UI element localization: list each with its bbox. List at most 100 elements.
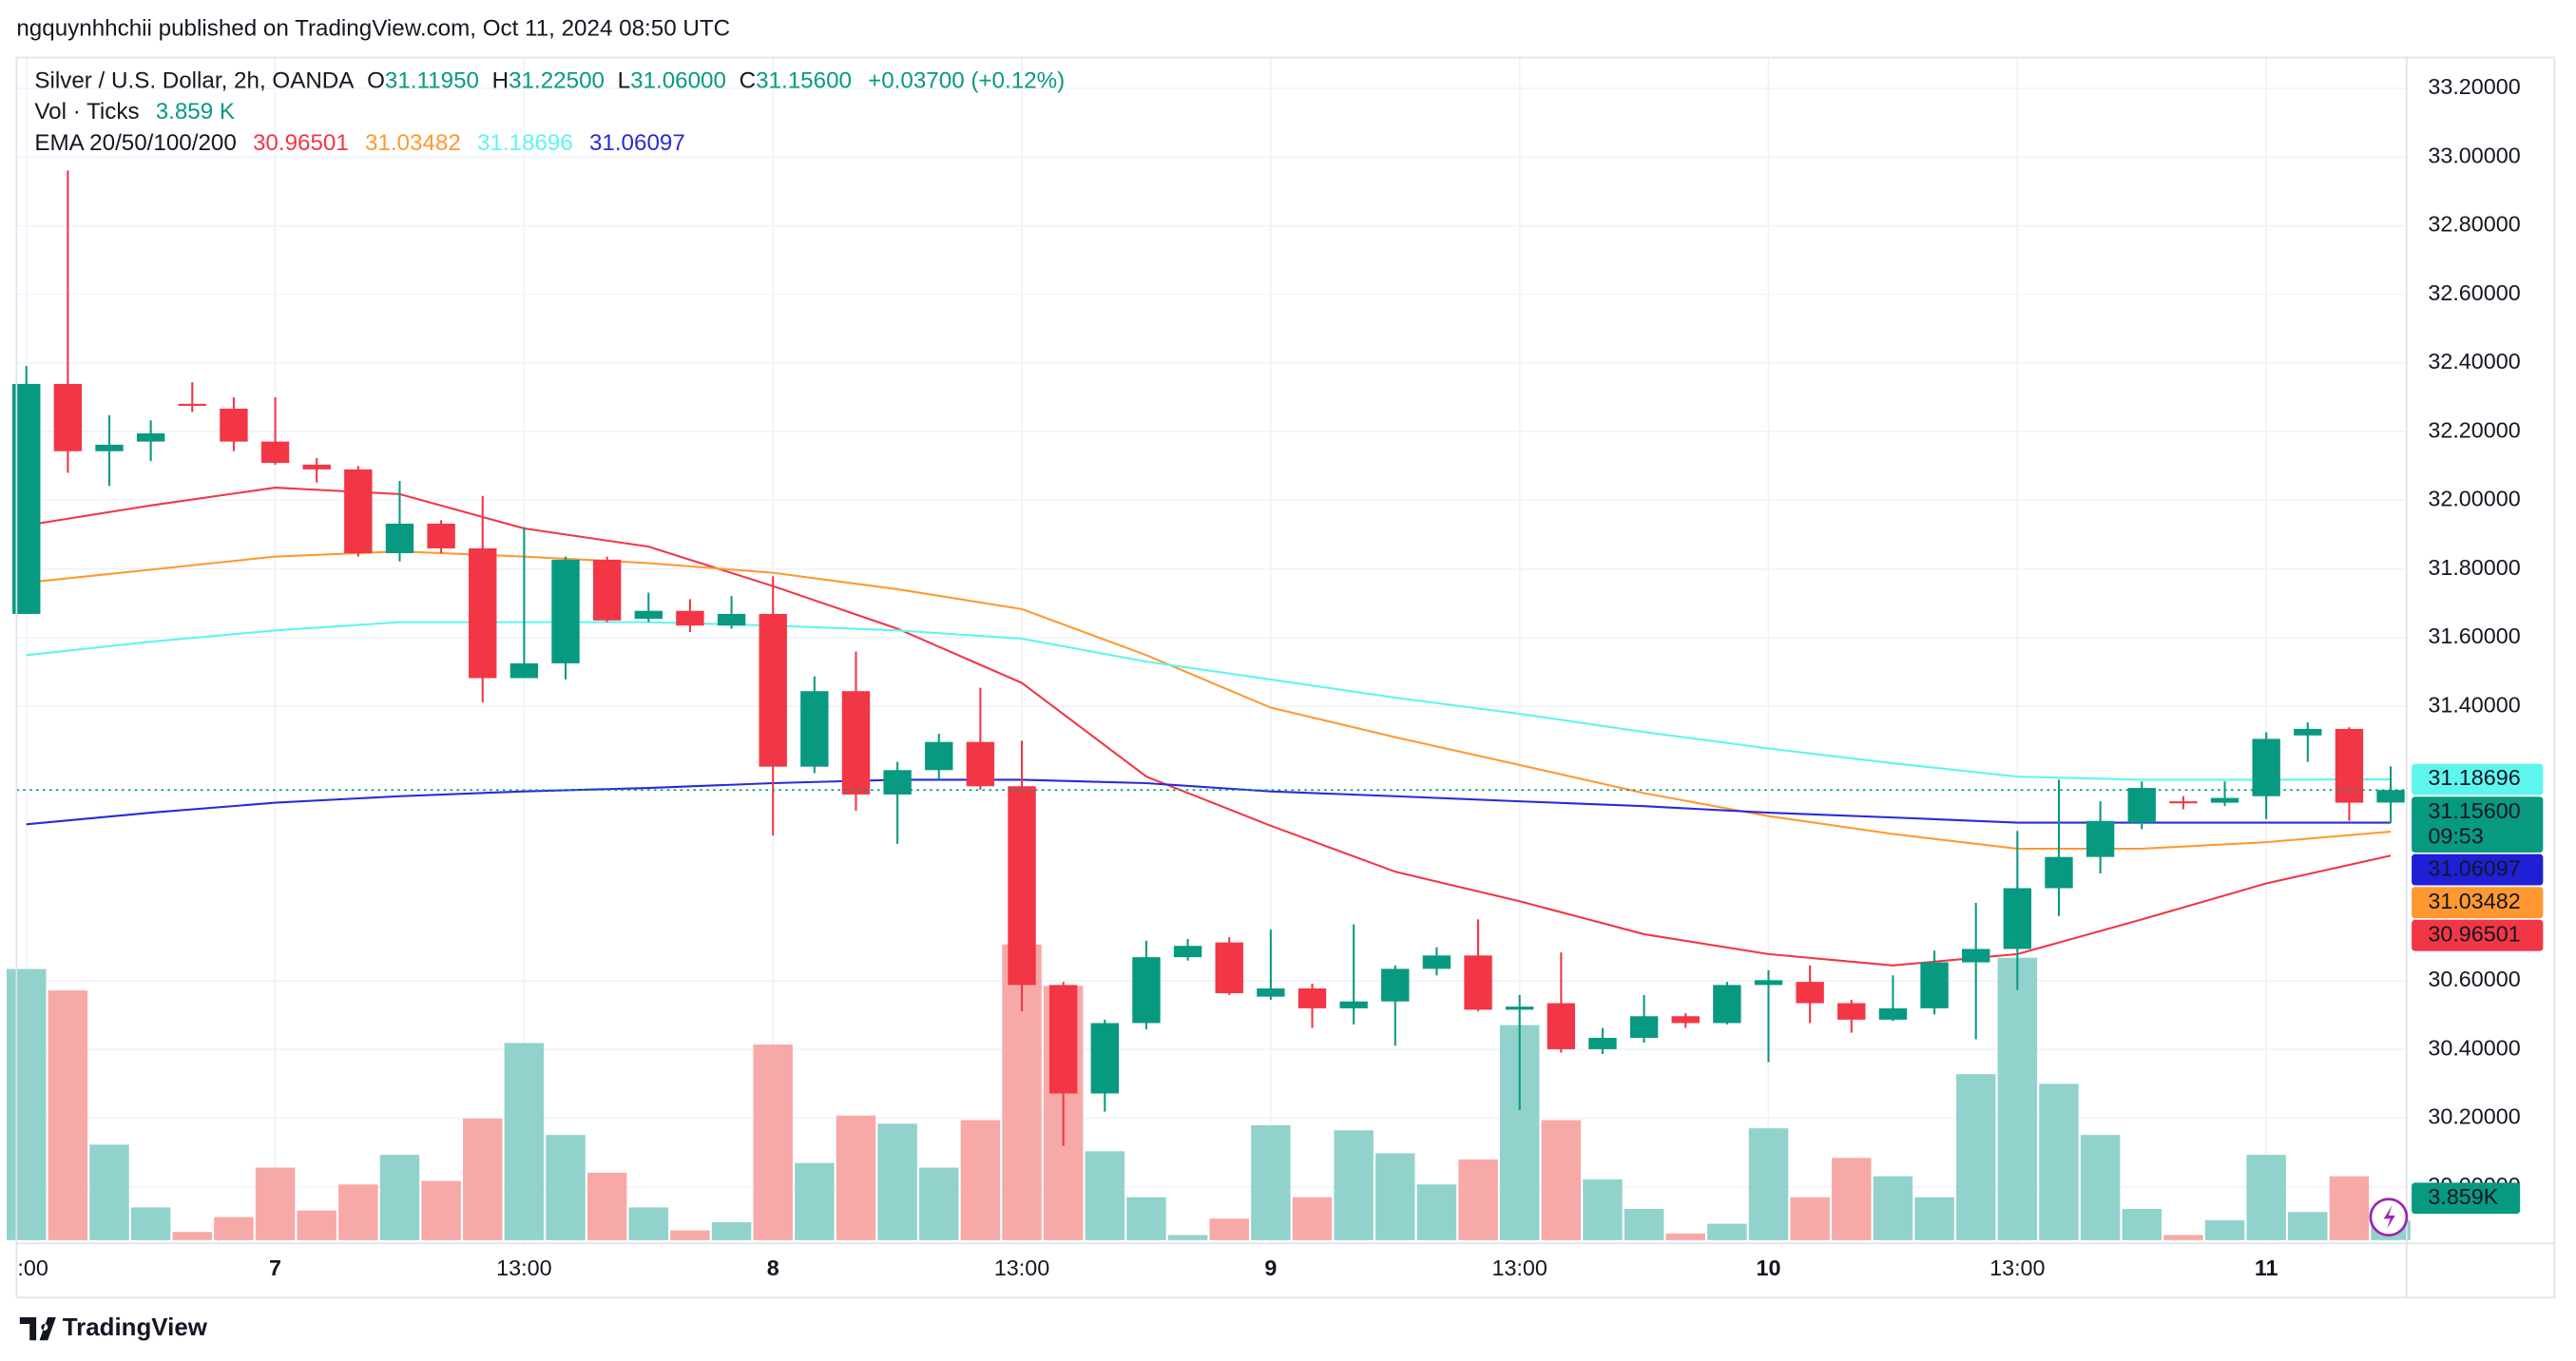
volume-bar <box>1458 1159 1498 1240</box>
volume-bar <box>48 990 88 1240</box>
volume-bar <box>919 1167 959 1240</box>
volume-bar <box>297 1210 336 1240</box>
volume-bar <box>836 1115 876 1240</box>
replay-icon[interactable] <box>2369 1198 2409 1237</box>
candle-body <box>2127 788 2156 823</box>
candle-body <box>800 691 829 767</box>
volume-bar <box>214 1217 254 1240</box>
volume-bar <box>1873 1176 1913 1240</box>
candle-body <box>1464 955 1492 1010</box>
candle-body <box>2294 728 2322 736</box>
candle-body <box>178 403 206 406</box>
volume-bar <box>6 968 47 1240</box>
ema-value: 30.96501 <box>253 130 349 156</box>
y-tick-label: 32.40000 <box>2428 349 2520 374</box>
volume-bar <box>1707 1223 1747 1240</box>
ema-line <box>26 486 2392 967</box>
price-tag-sub: 09:53 <box>2428 824 2483 849</box>
ohlc-value: 31.06000 <box>630 68 726 94</box>
logo-icon <box>19 1317 56 1341</box>
price-tag <box>2412 763 2544 796</box>
candle-body <box>717 613 746 626</box>
volume-bar <box>1167 1235 1208 1240</box>
volume-bar <box>1334 1130 1374 1240</box>
candle-body <box>1796 982 1824 1004</box>
ohlc-key: L <box>618 68 630 94</box>
volume-bar <box>1997 957 2038 1240</box>
volume-bar <box>2122 1209 2162 1240</box>
volume-bar <box>2288 1212 2328 1240</box>
ohlc-key: C <box>740 68 756 94</box>
candle-body <box>841 691 871 795</box>
candle-body <box>136 432 165 442</box>
candle-body <box>1547 1003 1576 1049</box>
legend-volume: Vol · Ticks 3.859 K <box>34 100 235 125</box>
candle-body <box>509 662 539 679</box>
volume-tag <box>2412 1182 2521 1215</box>
candle-body <box>53 383 83 451</box>
volume-name: Vol · Ticks <box>34 100 139 125</box>
candle-body <box>551 559 580 663</box>
volume-bar <box>1416 1184 1457 1240</box>
candle-body <box>1671 1016 1700 1024</box>
ohlc-value: 31.11950 <box>385 68 479 94</box>
candle-body <box>344 469 373 554</box>
candle-body <box>1298 987 1327 1008</box>
y-tick-label: 30.60000 <box>2428 967 2520 991</box>
ohlc-value: 31.22500 <box>509 68 605 94</box>
y-tick-label: 33.00000 <box>2428 143 2520 167</box>
candle-body <box>2376 790 2405 803</box>
volume-bar <box>586 1172 627 1240</box>
symbol: Silver / U.S. Dollar, 2h, OANDA <box>34 68 355 94</box>
ema-name: EMA 20/50/100/200 <box>34 130 236 156</box>
icon-bolt[interactable] <box>2383 1205 2395 1229</box>
price-tag <box>2412 853 2544 886</box>
volume <box>6 944 2411 1240</box>
volume-bar <box>2039 1083 2079 1240</box>
candle-body <box>634 610 663 620</box>
x-tick-label: 13:00 <box>1491 1256 1547 1280</box>
ema-line <box>26 550 2392 851</box>
candle-body <box>1173 946 1202 958</box>
candle-body <box>2252 738 2280 796</box>
volume-bar <box>2163 1235 2203 1240</box>
volume-bar <box>546 1135 586 1240</box>
price-tag-label: 30.96501 <box>2428 921 2520 946</box>
volume-bar <box>338 1184 378 1240</box>
candle-body <box>2045 856 2073 889</box>
candle-body <box>2210 797 2240 803</box>
candle-body <box>1257 987 1285 997</box>
volume-bar <box>1748 1128 1789 1240</box>
volume-bar <box>1955 1074 1996 1240</box>
volume-bar <box>960 1120 1001 1240</box>
volume-bar <box>670 1230 710 1240</box>
volume-value: 3.859 K <box>156 100 235 125</box>
y-tick-label: 30.40000 <box>2428 1035 2520 1060</box>
volume-bar <box>1832 1158 1872 1240</box>
candle-body <box>1920 962 1949 1008</box>
volume-bar <box>877 1123 917 1240</box>
ohlc-key: O <box>367 68 385 94</box>
candle-body <box>925 741 953 771</box>
volume-bar <box>463 1118 503 1240</box>
candle-body <box>1505 1006 1534 1010</box>
volume-bar <box>1790 1197 1830 1240</box>
candle-body <box>592 559 622 621</box>
price-tag-label: 31.06097 <box>2428 855 2520 880</box>
volume-bar <box>172 1232 213 1240</box>
footer-logo: TradingView <box>19 1314 208 1341</box>
candle-body <box>95 444 124 451</box>
volume-bar <box>1126 1197 1166 1240</box>
volume-bar <box>89 1144 129 1240</box>
price-tag <box>2412 887 2544 919</box>
volume-bar <box>421 1180 461 1240</box>
volume-bar <box>379 1155 420 1240</box>
price-tag-label: 31.03482 <box>2428 889 2520 913</box>
ema-value: 31.03482 <box>365 130 461 156</box>
volume-bar <box>711 1221 752 1240</box>
candle-body <box>302 464 331 470</box>
x-tick-label: :00 <box>17 1256 48 1280</box>
candle-body <box>1713 985 1741 1024</box>
candle-body <box>1962 949 1990 963</box>
